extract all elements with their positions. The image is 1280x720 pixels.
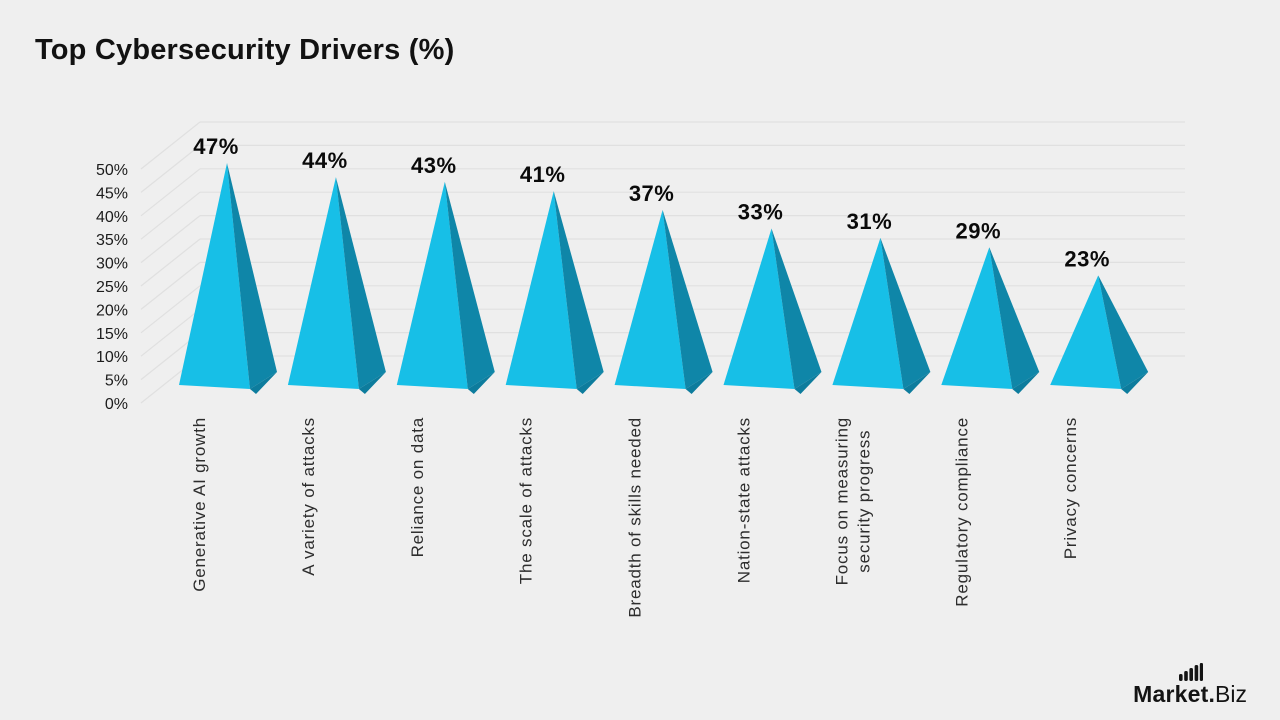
category-label: Privacy concerns <box>1061 417 1080 559</box>
pyramid-side-face <box>771 228 822 389</box>
pyramid-side-face <box>1098 275 1149 389</box>
category-label: Breadth of skills needed <box>626 417 645 618</box>
pyramid-front-face <box>1050 275 1122 389</box>
pyramid-front-face <box>941 247 1013 389</box>
value-label: 47% <box>193 134 239 159</box>
grid-depth-line <box>140 191 201 240</box>
pyramid-front-face <box>614 209 686 389</box>
y-axis-tick: 0% <box>105 396 128 413</box>
pyramid-base-face <box>1121 372 1149 394</box>
category-label: Regulatory compliance <box>952 417 971 607</box>
pyramid-side-face <box>662 209 713 389</box>
pyramid-base-face <box>358 372 386 394</box>
y-axis-tick: 5% <box>105 373 128 390</box>
grid-depth-line <box>140 285 201 334</box>
grid-depth-line <box>140 261 201 310</box>
bar-chart-icon <box>1179 663 1203 681</box>
pyramid-front-face <box>179 163 250 389</box>
pyramid-side-face <box>227 163 277 389</box>
pyramid-base-face <box>685 372 713 394</box>
pyramid-side-face <box>444 181 495 389</box>
value-label: 44% <box>302 148 348 173</box>
brand-name-light: Biz <box>1215 681 1247 707</box>
pyramid-base-face <box>794 372 822 394</box>
brand-name: Market.Biz <box>1133 683 1247 706</box>
y-axis-tick: 40% <box>96 209 128 226</box>
pyramid-base-face <box>467 372 495 394</box>
y-axis-tick: 45% <box>96 185 128 202</box>
pyramid-front-face <box>396 181 468 389</box>
y-axis-tick: 30% <box>96 256 128 273</box>
value-label: 29% <box>956 218 1002 243</box>
pyramid-base-face <box>1012 372 1040 394</box>
pyramid-side-face <box>335 177 386 389</box>
pyramid-side-face <box>880 237 931 389</box>
category-label: security progress <box>854 430 873 573</box>
y-axis-tick: 15% <box>96 326 128 343</box>
category-label: Reliance on data <box>408 417 427 557</box>
grid-depth-line <box>140 308 201 357</box>
grid-depth-line <box>140 215 201 264</box>
category-label: Focus on measuring <box>832 417 851 585</box>
y-axis-tick: 25% <box>96 279 128 296</box>
grid-depth-line <box>140 121 201 170</box>
category-label: The scale of attacks <box>517 417 536 584</box>
value-label: 41% <box>520 162 566 187</box>
value-label: 37% <box>629 181 675 206</box>
pyramid-front-face <box>287 177 359 389</box>
chart-title: Top Cybersecurity Drivers (%) <box>35 34 455 66</box>
pyramid-front-face <box>505 191 577 389</box>
brand-name-bold: Market. <box>1133 681 1216 707</box>
value-label: 33% <box>738 200 784 225</box>
value-label: 31% <box>847 209 893 234</box>
y-axis-tick: 20% <box>96 302 128 319</box>
pyramid-base-face <box>576 372 604 394</box>
grid-depth-line <box>140 144 201 193</box>
category-label: A variety of attacks <box>299 417 318 576</box>
pyramid-front-face <box>832 237 904 389</box>
category-label: Nation-state attacks <box>735 417 754 583</box>
category-label: Generative AI growth <box>190 417 209 592</box>
pyramid-side-face <box>989 247 1040 389</box>
pyramid-base-face <box>903 372 931 394</box>
y-axis-tick: 50% <box>96 162 128 179</box>
pyramid-front-face <box>723 228 795 389</box>
pyramid-side-face <box>553 191 604 389</box>
value-label: 23% <box>1064 246 1110 271</box>
value-label: 43% <box>411 153 457 178</box>
y-axis-tick: 10% <box>96 349 128 366</box>
y-axis-tick: 35% <box>96 232 128 249</box>
grid-depth-line <box>140 168 201 217</box>
pyramid-base-face <box>250 372 277 394</box>
grid-depth-line <box>140 238 201 287</box>
